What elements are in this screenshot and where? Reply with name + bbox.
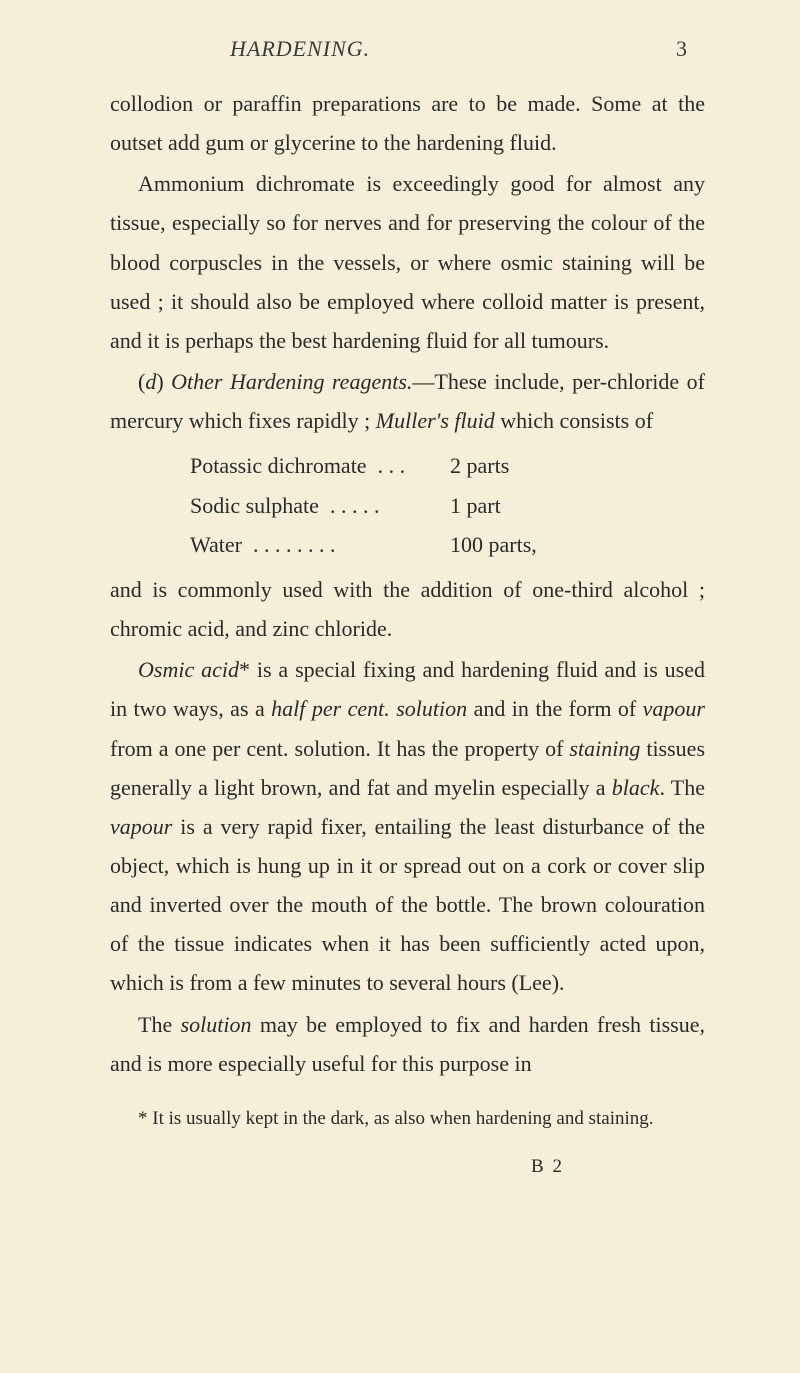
recipe-amount-1: 2 parts: [450, 446, 509, 485]
recipe-row-3: Water . . . . . . . . 100 parts,: [190, 525, 705, 564]
recipe-dots-3: . . . . . . . .: [253, 532, 336, 557]
recipe-name-1: Potassic dichromate . . .: [190, 446, 450, 485]
recipe-row-2: Sodic sulphate . . . . . 1 part: [190, 486, 705, 525]
paragraph-6: The solution may be employed to fix and …: [110, 1005, 705, 1083]
p3-end: which consists of: [495, 408, 653, 433]
recipe-list: Potassic dichromate . . . 2 parts Sodic …: [190, 446, 705, 563]
p6-ital1: solution: [181, 1012, 252, 1037]
paragraph-5: Osmic acid* is a special fixing and hard…: [110, 650, 705, 1002]
p5-ital4: staining: [569, 736, 640, 761]
paragraph-1: collodion or paraffin preparations are t…: [110, 84, 705, 162]
paragraph-3: (d) Other Hardening reagents.—These incl…: [110, 362, 705, 440]
p3-d: d: [145, 369, 156, 394]
recipe-name-2: Sodic sulphate . . . . .: [190, 486, 450, 525]
p5-ital5: black: [612, 775, 660, 800]
p5-ital3: vapour: [643, 696, 705, 721]
signature-mark: B 2: [110, 1150, 705, 1184]
recipe-name-3: Water . . . . . . . .: [190, 525, 450, 564]
p5-b: and in the form of: [467, 696, 643, 721]
page-number: 3: [676, 36, 687, 62]
recipe-name-1-text: Potassic dichromate: [190, 453, 367, 478]
recipe-dots-1: . . .: [378, 453, 406, 478]
running-head: HARDENING.: [230, 36, 370, 62]
footnote: * It is usually kept in the dark, as als…: [110, 1103, 705, 1134]
paragraph-4: and is commonly used with the addition o…: [110, 570, 705, 648]
p5-ital6: vapour: [110, 814, 172, 839]
p3-ital2: Muller's fluid: [376, 408, 495, 433]
recipe-row-1: Potassic dichromate . . . 2 parts: [190, 446, 705, 485]
p5-ital2: half per cent. solution: [271, 696, 467, 721]
recipe-name-3-text: Water: [190, 532, 242, 557]
p5-c: from a one per cent. solution. It has th…: [110, 736, 569, 761]
body-text: collodion or paraffin preparations are t…: [110, 84, 705, 1184]
paragraph-2: Ammonium dichromate is exceedingly good …: [110, 164, 705, 360]
recipe-amount-2: 1 part: [450, 486, 501, 525]
p3-ital1: Other Hardening reagents.: [171, 369, 412, 394]
p3-mid1: ): [156, 369, 171, 394]
p6-a: The: [138, 1012, 181, 1037]
page-header: HARDENING. 3: [110, 36, 705, 62]
recipe-name-2-text: Sodic sulphate: [190, 493, 319, 518]
page-container: HARDENING. 3 collodion or paraffin prepa…: [0, 0, 800, 1234]
p5-f: is a very rapid fixer, entailing the lea…: [110, 814, 705, 996]
recipe-dots-2: . . . . .: [330, 493, 380, 518]
p5-ital1: Osmic acid: [138, 657, 239, 682]
p5-e: . The: [659, 775, 705, 800]
recipe-amount-3: 100 parts,: [450, 525, 537, 564]
